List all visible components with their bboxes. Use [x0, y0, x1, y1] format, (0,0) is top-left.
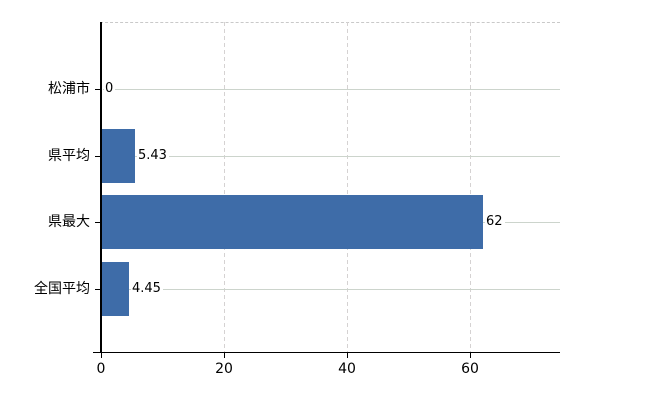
x-tick	[347, 352, 348, 358]
category-label: 県平均	[48, 148, 90, 164]
x-tick-label: 20	[215, 361, 233, 377]
h-gridline	[103, 89, 560, 90]
v-gridline	[470, 22, 471, 352]
x-tick	[101, 352, 102, 358]
category-label: 松浦市	[48, 81, 90, 97]
bar-value-label: 0	[104, 81, 116, 97]
x-tick	[224, 352, 225, 358]
y-tick	[95, 156, 101, 157]
category-label: 県最大	[48, 214, 90, 230]
bar-value-label: 4.45	[131, 281, 163, 297]
x-tick-label: 60	[461, 361, 479, 377]
y-axis	[100, 22, 102, 352]
y-tick	[95, 222, 101, 223]
x-tick-label: 40	[338, 361, 356, 377]
h-gridline	[103, 156, 560, 157]
y-tick	[95, 89, 101, 90]
v-gridline	[224, 22, 225, 352]
bar-value-label: 62	[485, 214, 505, 230]
x-tick-label: 0	[96, 361, 106, 377]
bar	[102, 195, 483, 249]
x-axis	[93, 352, 560, 353]
bar	[102, 262, 129, 316]
h-gridline	[103, 289, 560, 290]
category-label: 全国平均	[34, 281, 90, 297]
bar	[102, 129, 135, 183]
v-gridline	[347, 22, 348, 352]
bar-value-label: 5.43	[137, 148, 169, 164]
x-tick	[470, 352, 471, 358]
y-tick	[95, 289, 101, 290]
plot-top-border	[100, 22, 560, 23]
